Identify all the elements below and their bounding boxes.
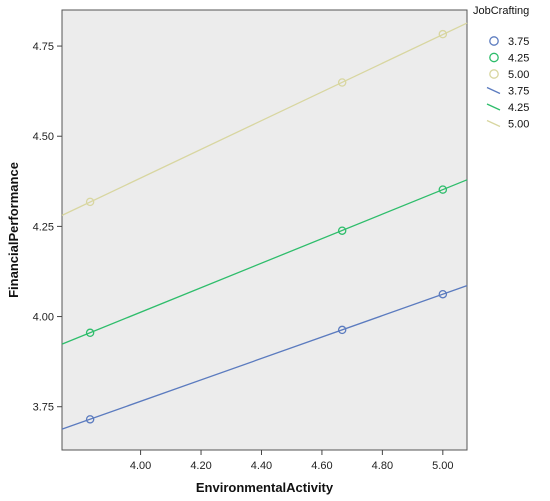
legend-label: 4.25	[508, 53, 529, 65]
legend-marker	[489, 52, 499, 63]
data-point	[337, 325, 347, 335]
y-axis-title: FinancialPerformance	[6, 162, 21, 298]
y-tick-label: 4.75	[33, 41, 54, 53]
x-tick-label: 4.40	[251, 460, 272, 472]
y-tick-label: 4.00	[33, 312, 54, 324]
data-point	[85, 328, 95, 338]
y-tick-label: 4.50	[33, 131, 54, 143]
data-point	[438, 185, 448, 194]
data-point	[85, 415, 95, 424]
x-tick-label: 4.20	[190, 460, 211, 472]
y-axis: 3.75 4.00 4.25 4.50 4.75	[33, 41, 62, 414]
data-points	[85, 29, 448, 424]
legend-line	[486, 119, 501, 128]
data-point	[337, 78, 347, 87]
fit-line-3-75	[61, 285, 468, 430]
x-tick-label: 4.00	[130, 460, 151, 472]
legend: JobCrafting 3.75 4.25 5.00 3.75 4.25 5.00	[473, 5, 529, 131]
data-point	[438, 29, 448, 39]
legend-line	[486, 86, 501, 95]
legend-label: 4.25	[508, 102, 529, 114]
data-point	[85, 197, 95, 207]
x-tick-label: 4.80	[372, 460, 393, 472]
y-tick-label: 3.75	[33, 402, 54, 414]
legend-marker	[489, 69, 499, 79]
fit-line-5-00	[61, 22, 468, 216]
legend-label: 5.00	[508, 69, 529, 81]
legend-label: 3.75	[508, 86, 529, 98]
legend-label: 5.00	[508, 119, 529, 131]
legend-line	[486, 103, 501, 111]
x-axis-title: EnvironmentalActivity	[196, 480, 334, 495]
x-tick-label: 4.60	[311, 460, 332, 472]
legend-marker	[489, 36, 499, 46]
x-axis: 4.00 4.20 4.40 4.60 4.80 5.00	[130, 450, 454, 472]
y-tick-label: 4.25	[33, 221, 54, 233]
fit-lines	[61, 22, 468, 430]
x-tick-label: 5.00	[432, 460, 453, 472]
legend-title: JobCrafting	[473, 5, 529, 17]
data-point	[438, 289, 448, 299]
plot-area	[61, 9, 468, 451]
data-point	[337, 226, 347, 235]
legend-label: 3.75	[508, 36, 529, 48]
fit-line-4-25	[61, 179, 468, 345]
